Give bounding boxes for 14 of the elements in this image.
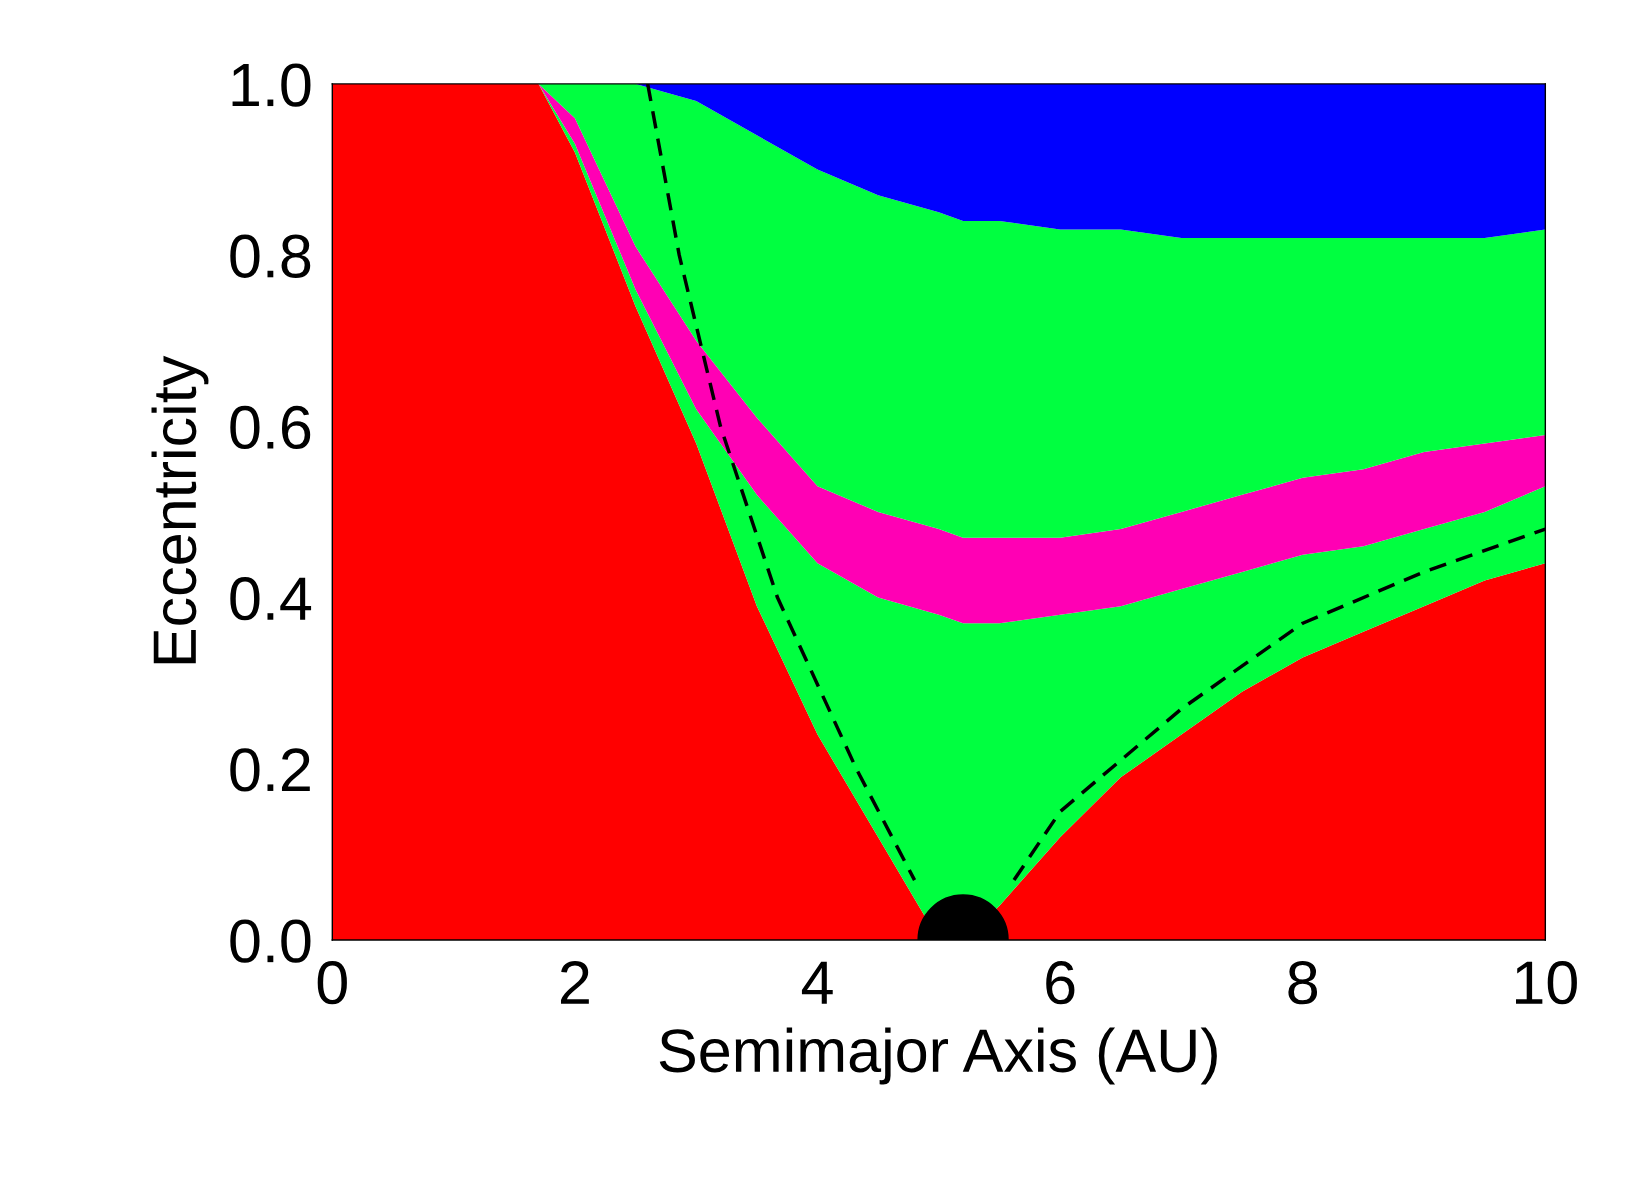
x-tick-label: 10 [1516, 961, 1577, 1005]
y-axis-title: Eccentricity [151, 355, 209, 664]
y-tick-label: 0.2 [230, 748, 310, 792]
x-axis-title: Semimajor Axis (AU) [659, 1027, 1217, 1085]
x-tick-label: 2 [561, 961, 589, 1004]
y-tick-label: 0.6 [230, 405, 311, 450]
y-tick-label: 1.0 [232, 63, 311, 107]
y-tick-label: 0.8 [230, 234, 311, 278]
x-tick-label: 6 [1046, 961, 1075, 1005]
x-tick-label: 0 [317, 961, 347, 1005]
y-tick-label: 0.4 [230, 577, 312, 621]
x-tick-label: 4 [801, 961, 833, 1004]
y-tick-label: 0.0 [230, 919, 311, 963]
x-tick-label: 8 [1288, 961, 1318, 1005]
